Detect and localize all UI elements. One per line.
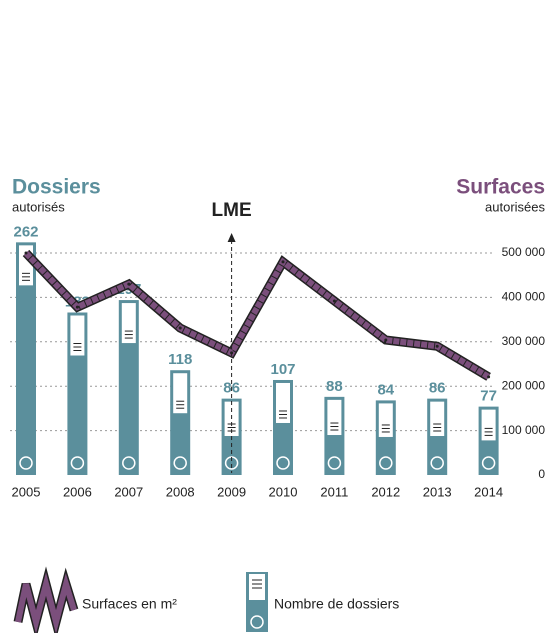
bar-ring xyxy=(122,456,136,470)
bar xyxy=(118,300,139,475)
annotation-arrow xyxy=(227,233,236,242)
bar xyxy=(16,242,36,475)
bar-ring xyxy=(430,456,444,470)
bar-ring xyxy=(19,456,33,470)
x-tick-label: 2008 xyxy=(166,484,195,499)
x-tick-label: 2014 xyxy=(474,484,503,499)
bar-ring xyxy=(379,456,393,470)
bar-ring xyxy=(327,456,342,470)
y2-tick-label: 300 000 xyxy=(502,334,546,348)
x-tick-label: 2011 xyxy=(320,484,348,499)
x-tick-label: 2009 xyxy=(217,484,246,499)
value-label: 86 xyxy=(429,380,446,397)
y2-tick-label: 100 000 xyxy=(502,423,546,437)
legend-line-icon xyxy=(13,566,79,633)
bar-label-box xyxy=(276,382,290,423)
value-label: 77 xyxy=(480,388,497,405)
annotation-text: LME xyxy=(212,200,252,221)
line-joint xyxy=(384,338,388,342)
y-subtitle: autorisés xyxy=(12,199,65,214)
value-label: 262 xyxy=(13,223,38,240)
x-tick-label: 2007 xyxy=(114,484,143,499)
value-label: 84 xyxy=(377,381,394,398)
legend-bar-icon xyxy=(246,572,268,632)
bar-ring xyxy=(276,456,290,470)
y2-tick-label: 400 000 xyxy=(502,290,546,304)
bar-ring xyxy=(70,456,85,470)
line-joint xyxy=(332,299,336,303)
legend-label: Surfaces en m² xyxy=(82,596,177,612)
value-label: 88 xyxy=(326,378,343,395)
bar-label-box xyxy=(19,245,33,286)
x-tick-label: 2012 xyxy=(371,484,400,499)
bar-ring xyxy=(173,456,187,470)
bar-label-box xyxy=(173,373,188,414)
line xyxy=(23,250,491,380)
line-joint xyxy=(75,305,79,309)
y-title: Dossiers xyxy=(12,176,101,199)
line-joint xyxy=(127,282,131,286)
y2-tick-label: 200 000 xyxy=(502,378,546,392)
bar-label-box xyxy=(481,409,496,441)
value-label: 107 xyxy=(270,361,295,378)
line-joint xyxy=(435,344,439,348)
line-joint xyxy=(281,260,285,264)
y2-title: Surfaces xyxy=(456,176,545,199)
bar-ring xyxy=(481,456,496,470)
x-tick-label: 2010 xyxy=(269,484,298,499)
legend-label: Nombre de dossiers xyxy=(274,596,399,612)
line-joint xyxy=(178,326,182,330)
y2-tick-label: 0 xyxy=(538,467,545,481)
value-label: 118 xyxy=(168,351,192,368)
line-outline xyxy=(22,249,491,381)
line-joint xyxy=(487,375,491,379)
x-tick-label: 2013 xyxy=(423,484,452,499)
line-joint xyxy=(24,251,28,255)
bar-label-box xyxy=(121,303,136,344)
x-tick-label: 2006 xyxy=(63,484,92,499)
y2-tick-label: 500 000 xyxy=(502,245,546,259)
y2-subtitle: autorisées xyxy=(485,199,545,214)
bar-label-box xyxy=(70,315,85,356)
x-tick-label: 2005 xyxy=(12,484,41,499)
